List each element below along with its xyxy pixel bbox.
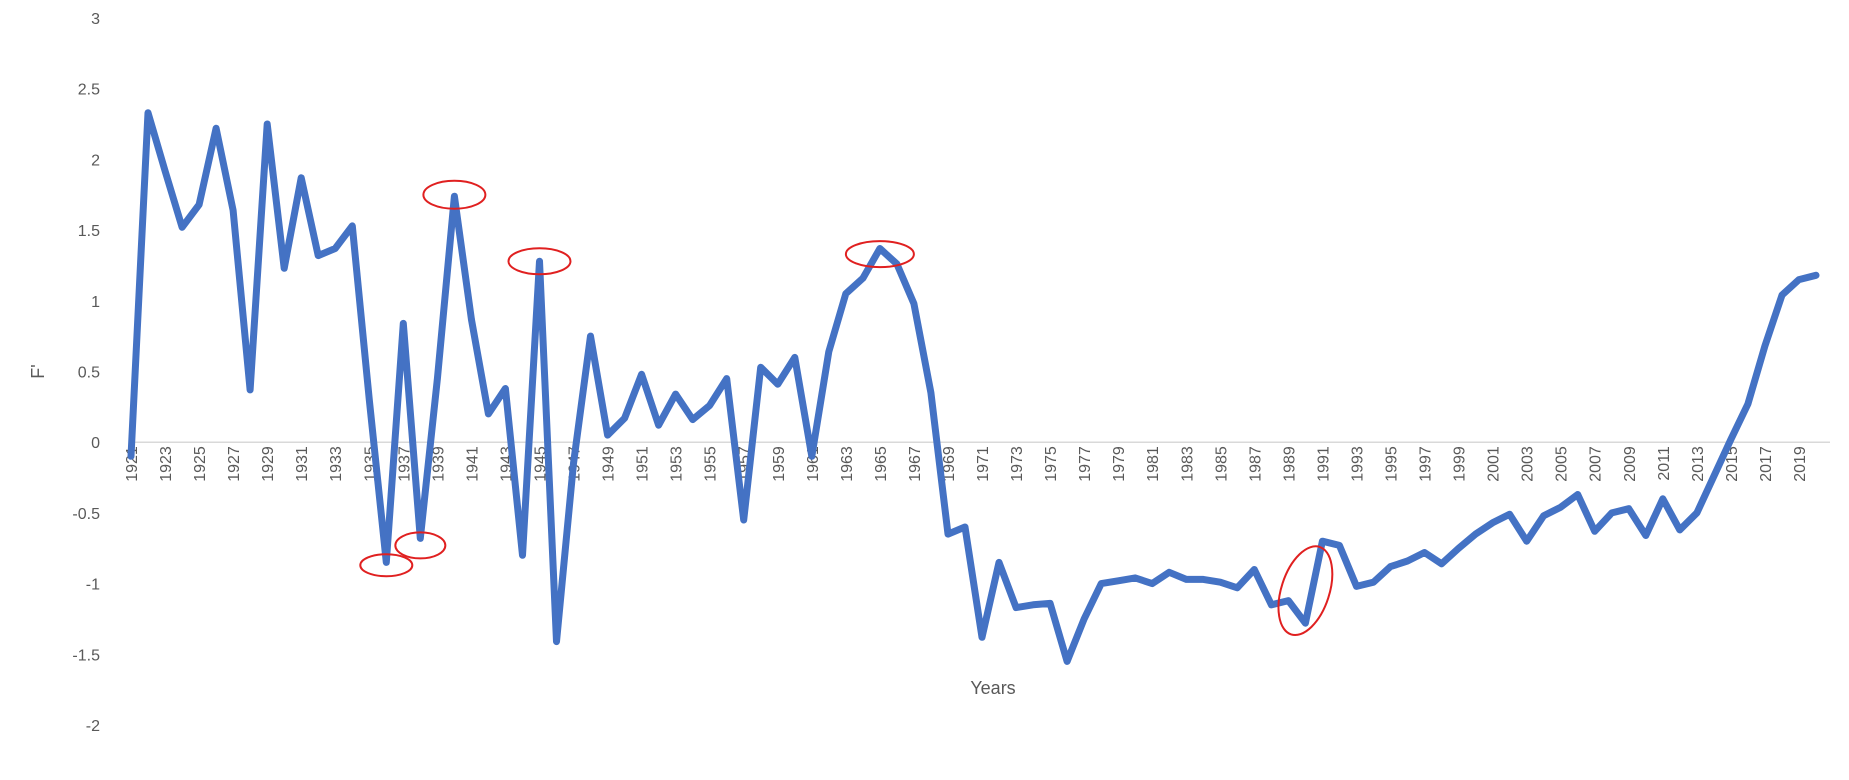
x-tick-label: 1937 [396,446,413,482]
x-tick-label: 1963 [839,446,856,482]
x-tick-label: 2003 [1520,446,1537,482]
annotation-ellipse [844,240,915,269]
x-tick-label: 2011 [1656,446,1673,481]
y-tick-label: 0.5 [78,365,100,382]
x-tick-label: 1999 [1452,446,1469,482]
x-tick-label: 2001 [1486,446,1503,482]
x-tick-label: 2013 [1690,446,1707,482]
x-tick-label: 1975 [1043,446,1060,482]
x-tick-label: 1931 [294,446,311,482]
x-tick-label: 1985 [1213,446,1230,482]
y-tick-label: 2.5 [78,82,100,99]
x-tick-label: 2015 [1724,446,1741,482]
x-tick-label: 1979 [1111,446,1128,482]
x-tick-label: 1927 [226,446,243,482]
x-tick-label: 1949 [601,446,618,482]
y-tick-label: -1 [86,577,100,594]
x-tick-label: 1941 [464,446,481,482]
annotation-layer [359,179,1334,637]
x-tick-label: 1969 [941,446,958,482]
y-tick-label: 1.5 [78,223,100,240]
y-tick-label: 1 [91,294,100,311]
x-tick-label: 1933 [328,446,345,482]
x-tick-label: 1989 [1281,446,1298,482]
x-tick-label: 2019 [1792,446,1809,482]
x-tick-label: 1965 [873,446,890,482]
x-tick-label: 1967 [907,446,924,482]
x-tick-label: 1925 [192,446,209,482]
annotation-ellipse [394,531,447,560]
annotation-ellipse [1277,545,1334,637]
y-axis-title: F' [28,364,48,378]
y-tick-label: -0.5 [72,506,100,523]
x-tick-label: 1953 [669,446,686,482]
x-tick-label: 1983 [1179,446,1196,482]
x-tick-label: 1929 [260,446,277,482]
x-tick-label: 1951 [635,446,652,482]
x-tick-label: 1995 [1383,446,1400,482]
x-tick-label: 2005 [1554,446,1571,482]
y-tick-label: -1.5 [72,647,100,664]
series-line [127,109,1820,665]
annotation-ellipse [359,553,414,578]
x-tick-label: 1959 [771,446,788,482]
x-tick-label: 2009 [1622,446,1639,482]
x-tick-label: 1987 [1247,446,1264,482]
x-tick-label: 1991 [1315,446,1332,482]
y-tick-label: 2 [91,152,100,169]
x-tick-label: 1997 [1418,446,1435,482]
x-tick-label: 1981 [1145,446,1162,482]
x-tick-label: 1977 [1077,446,1094,482]
x-tick-label: 1923 [158,446,175,482]
x-tick-label: 1973 [1009,446,1026,482]
x-axis-title: Years [970,678,1015,698]
annotation-ellipse [507,247,572,276]
annotation-ellipse [422,179,487,210]
x-tick-label: 1955 [703,446,720,482]
y-tick-label: 3 [91,11,100,28]
y-tick-label: 0 [91,435,100,452]
y-axis-ticks: 3 2.5 2 1.5 1 0.5 0 -0.5 -1 -1.5 -2 [72,11,100,735]
x-tick-label: 2017 [1758,446,1775,482]
x-tick-label: 1939 [430,446,447,482]
y-tick-label: -2 [86,718,100,735]
x-tick-label: 2007 [1588,446,1605,482]
x-tick-label: 1993 [1349,446,1366,482]
x-tick-label: 1971 [975,446,992,482]
